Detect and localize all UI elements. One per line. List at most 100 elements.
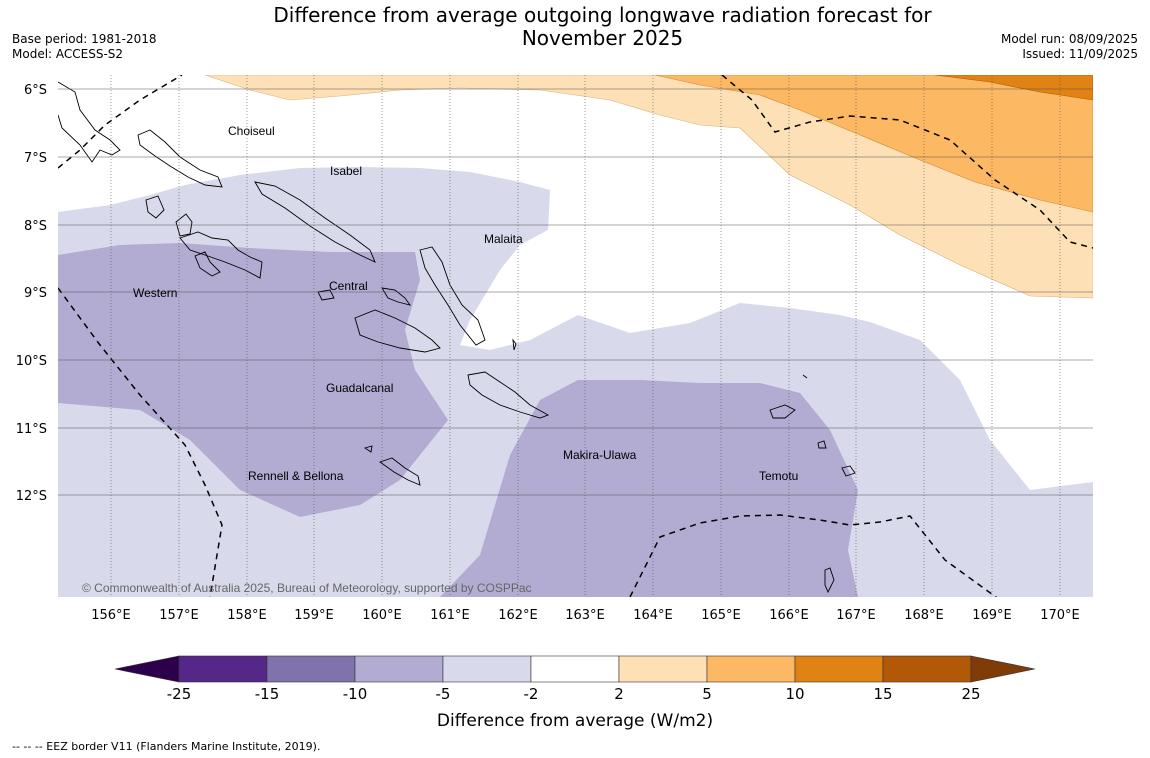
colorbar-tick: -10 xyxy=(343,685,368,703)
colorbar-tick: -5 xyxy=(436,685,451,703)
colorbar-tick: 15 xyxy=(873,685,892,703)
lon-label-170e: 170°E xyxy=(1040,608,1080,623)
colorbar-tick-labels: -25 -15 -10 -5 -2 2 5 10 15 25 xyxy=(167,685,981,703)
lat-label-10s: 10°S xyxy=(16,354,47,369)
island-makira xyxy=(467,371,550,419)
lat-label-9s: 9°S xyxy=(24,286,47,301)
run-info: Model run: 08/09/2025 Issued: 11/09/2025 xyxy=(1001,32,1138,62)
anomaly-region-10-to-15 xyxy=(934,75,1093,101)
colorbar-tick: 2 xyxy=(614,685,624,703)
eez-border-note: -- -- -- EEZ border V11 (Flanders Marine… xyxy=(12,740,321,753)
lon-label-168e: 168°E xyxy=(904,608,944,623)
lat-label-7s: 7°S xyxy=(24,151,47,166)
colorbar-bin-3 xyxy=(354,655,444,683)
island-vanikoro xyxy=(817,440,827,449)
province-label-makira-ulawa: Makira-Ulawa xyxy=(563,448,637,462)
island-kolombangara xyxy=(175,213,193,237)
island-new-georgia xyxy=(179,231,263,279)
lat-label-6s: 6°S xyxy=(24,83,47,98)
colorbar-bin-4 xyxy=(442,655,532,683)
lon-label-167e: 167°E xyxy=(836,608,876,623)
colorbar-bin-5 xyxy=(530,655,620,683)
colorbar-bin-8 xyxy=(794,655,884,683)
anomaly-region-minus10-to-minus5-west xyxy=(58,243,448,517)
eez-border-northwest xyxy=(58,75,183,169)
lon-label-164e: 164°E xyxy=(633,608,673,623)
colorbar-bin-2 xyxy=(266,655,356,683)
longitude-labels: 156°E 157°E 158°E 159°E 160°E 161°E 162°… xyxy=(91,608,1080,623)
island-sikaiana xyxy=(802,374,808,379)
lon-label-159e: 159°E xyxy=(294,608,334,623)
title-line-2: November 2025 xyxy=(521,26,684,50)
lon-label-169e: 169°E xyxy=(972,608,1012,623)
colorbar-bin-7 xyxy=(706,655,796,683)
anomaly-region-5-to-10 xyxy=(654,75,1093,213)
model-name: Model: ACCESS-S2 xyxy=(12,47,124,61)
island-bougainville xyxy=(58,81,121,163)
colorbar-tick: 10 xyxy=(785,685,804,703)
province-label-western: Western xyxy=(133,286,177,300)
province-label-choiseul: Choiseul xyxy=(228,124,275,138)
lat-label-11s: 11°S xyxy=(16,422,47,437)
colorbar xyxy=(114,655,1036,683)
island-isabel xyxy=(254,181,376,263)
lon-label-156e: 156°E xyxy=(91,608,131,623)
base-period: Base period: 1981-2018 xyxy=(12,32,157,46)
island-russell xyxy=(317,289,335,301)
eez-border-lines xyxy=(58,75,1093,597)
issued-date: Issued: 11/09/2025 xyxy=(1022,47,1138,61)
lon-label-162e: 162°E xyxy=(498,608,538,623)
lon-label-158e: 158°E xyxy=(227,608,267,623)
eez-border-southwest xyxy=(58,287,223,597)
island-rendova xyxy=(194,251,221,277)
island-choiseul xyxy=(137,129,223,188)
graticule xyxy=(58,75,1093,597)
lon-label-166e: 166°E xyxy=(769,608,809,623)
colorbar-tick: -15 xyxy=(255,685,280,703)
island-bellona xyxy=(363,445,373,453)
province-label-guadalcanal: Guadalcanal xyxy=(326,381,393,395)
latitude-labels: 6°S 7°S 8°S 9°S 10°S 11°S 12°S xyxy=(16,83,47,504)
colorbar-tick: 5 xyxy=(702,685,712,703)
lon-label-163e: 163°E xyxy=(565,608,605,623)
lon-label-165e: 165°E xyxy=(701,608,741,623)
title-line-1: Difference from average outgoing longwav… xyxy=(273,3,932,27)
colorbar-bin-1 xyxy=(178,655,268,683)
coastlines xyxy=(58,81,856,594)
island-florida xyxy=(381,287,412,306)
colorbar-tick: -2 xyxy=(524,685,539,703)
province-label-rennell-bellona: Rennell & Bellona xyxy=(248,469,344,483)
lat-label-8s: 8°S xyxy=(24,219,47,234)
province-label-temotu: Temotu xyxy=(759,469,798,483)
colorbar-bin-9 xyxy=(882,655,972,683)
island-guadalcanal xyxy=(354,309,441,353)
island-ontong-java xyxy=(512,338,517,351)
province-label-isabel: Isabel xyxy=(330,164,362,178)
map-title: Difference from average outgoing longwav… xyxy=(230,4,975,50)
lat-label-12s: 12°S xyxy=(16,489,47,504)
colorbar-over-extension xyxy=(970,655,1036,683)
province-label-central: Central xyxy=(329,279,368,293)
colorbar-under-extension xyxy=(114,655,180,683)
lon-label-157e: 157°E xyxy=(159,608,199,623)
lon-label-161e: 161°E xyxy=(430,608,470,623)
colorbar-title: Difference from average (W/m2) xyxy=(437,711,713,731)
island-anuta xyxy=(824,567,835,594)
lon-label-160e: 160°E xyxy=(362,608,402,623)
island-santa-cruz xyxy=(769,404,796,419)
colorbar-tick: -25 xyxy=(167,685,192,703)
province-labels: Choiseul Isabel Malaita Western Central … xyxy=(133,124,798,483)
colorbar-tick: 25 xyxy=(961,685,980,703)
province-label-malaita: Malaita xyxy=(484,232,523,246)
colorbar-bin-6 xyxy=(618,655,708,683)
island-vella-lavella xyxy=(145,195,165,219)
copyright-notice: © Commonwealth of Australia 2025, Bureau… xyxy=(82,581,532,595)
anomaly-region-minus10-to-minus5-east xyxy=(440,380,858,597)
island-malaita xyxy=(419,246,486,346)
island-rennell xyxy=(379,457,421,486)
eez-border-northeast xyxy=(721,75,1093,249)
model-run-date: Model run: 08/09/2025 xyxy=(1000,32,1138,46)
model-info: Base period: 1981-2018 Model: ACCESS-S2 xyxy=(12,32,157,62)
map-panel: Choiseul Isabel Malaita Western Central … xyxy=(58,75,1093,597)
